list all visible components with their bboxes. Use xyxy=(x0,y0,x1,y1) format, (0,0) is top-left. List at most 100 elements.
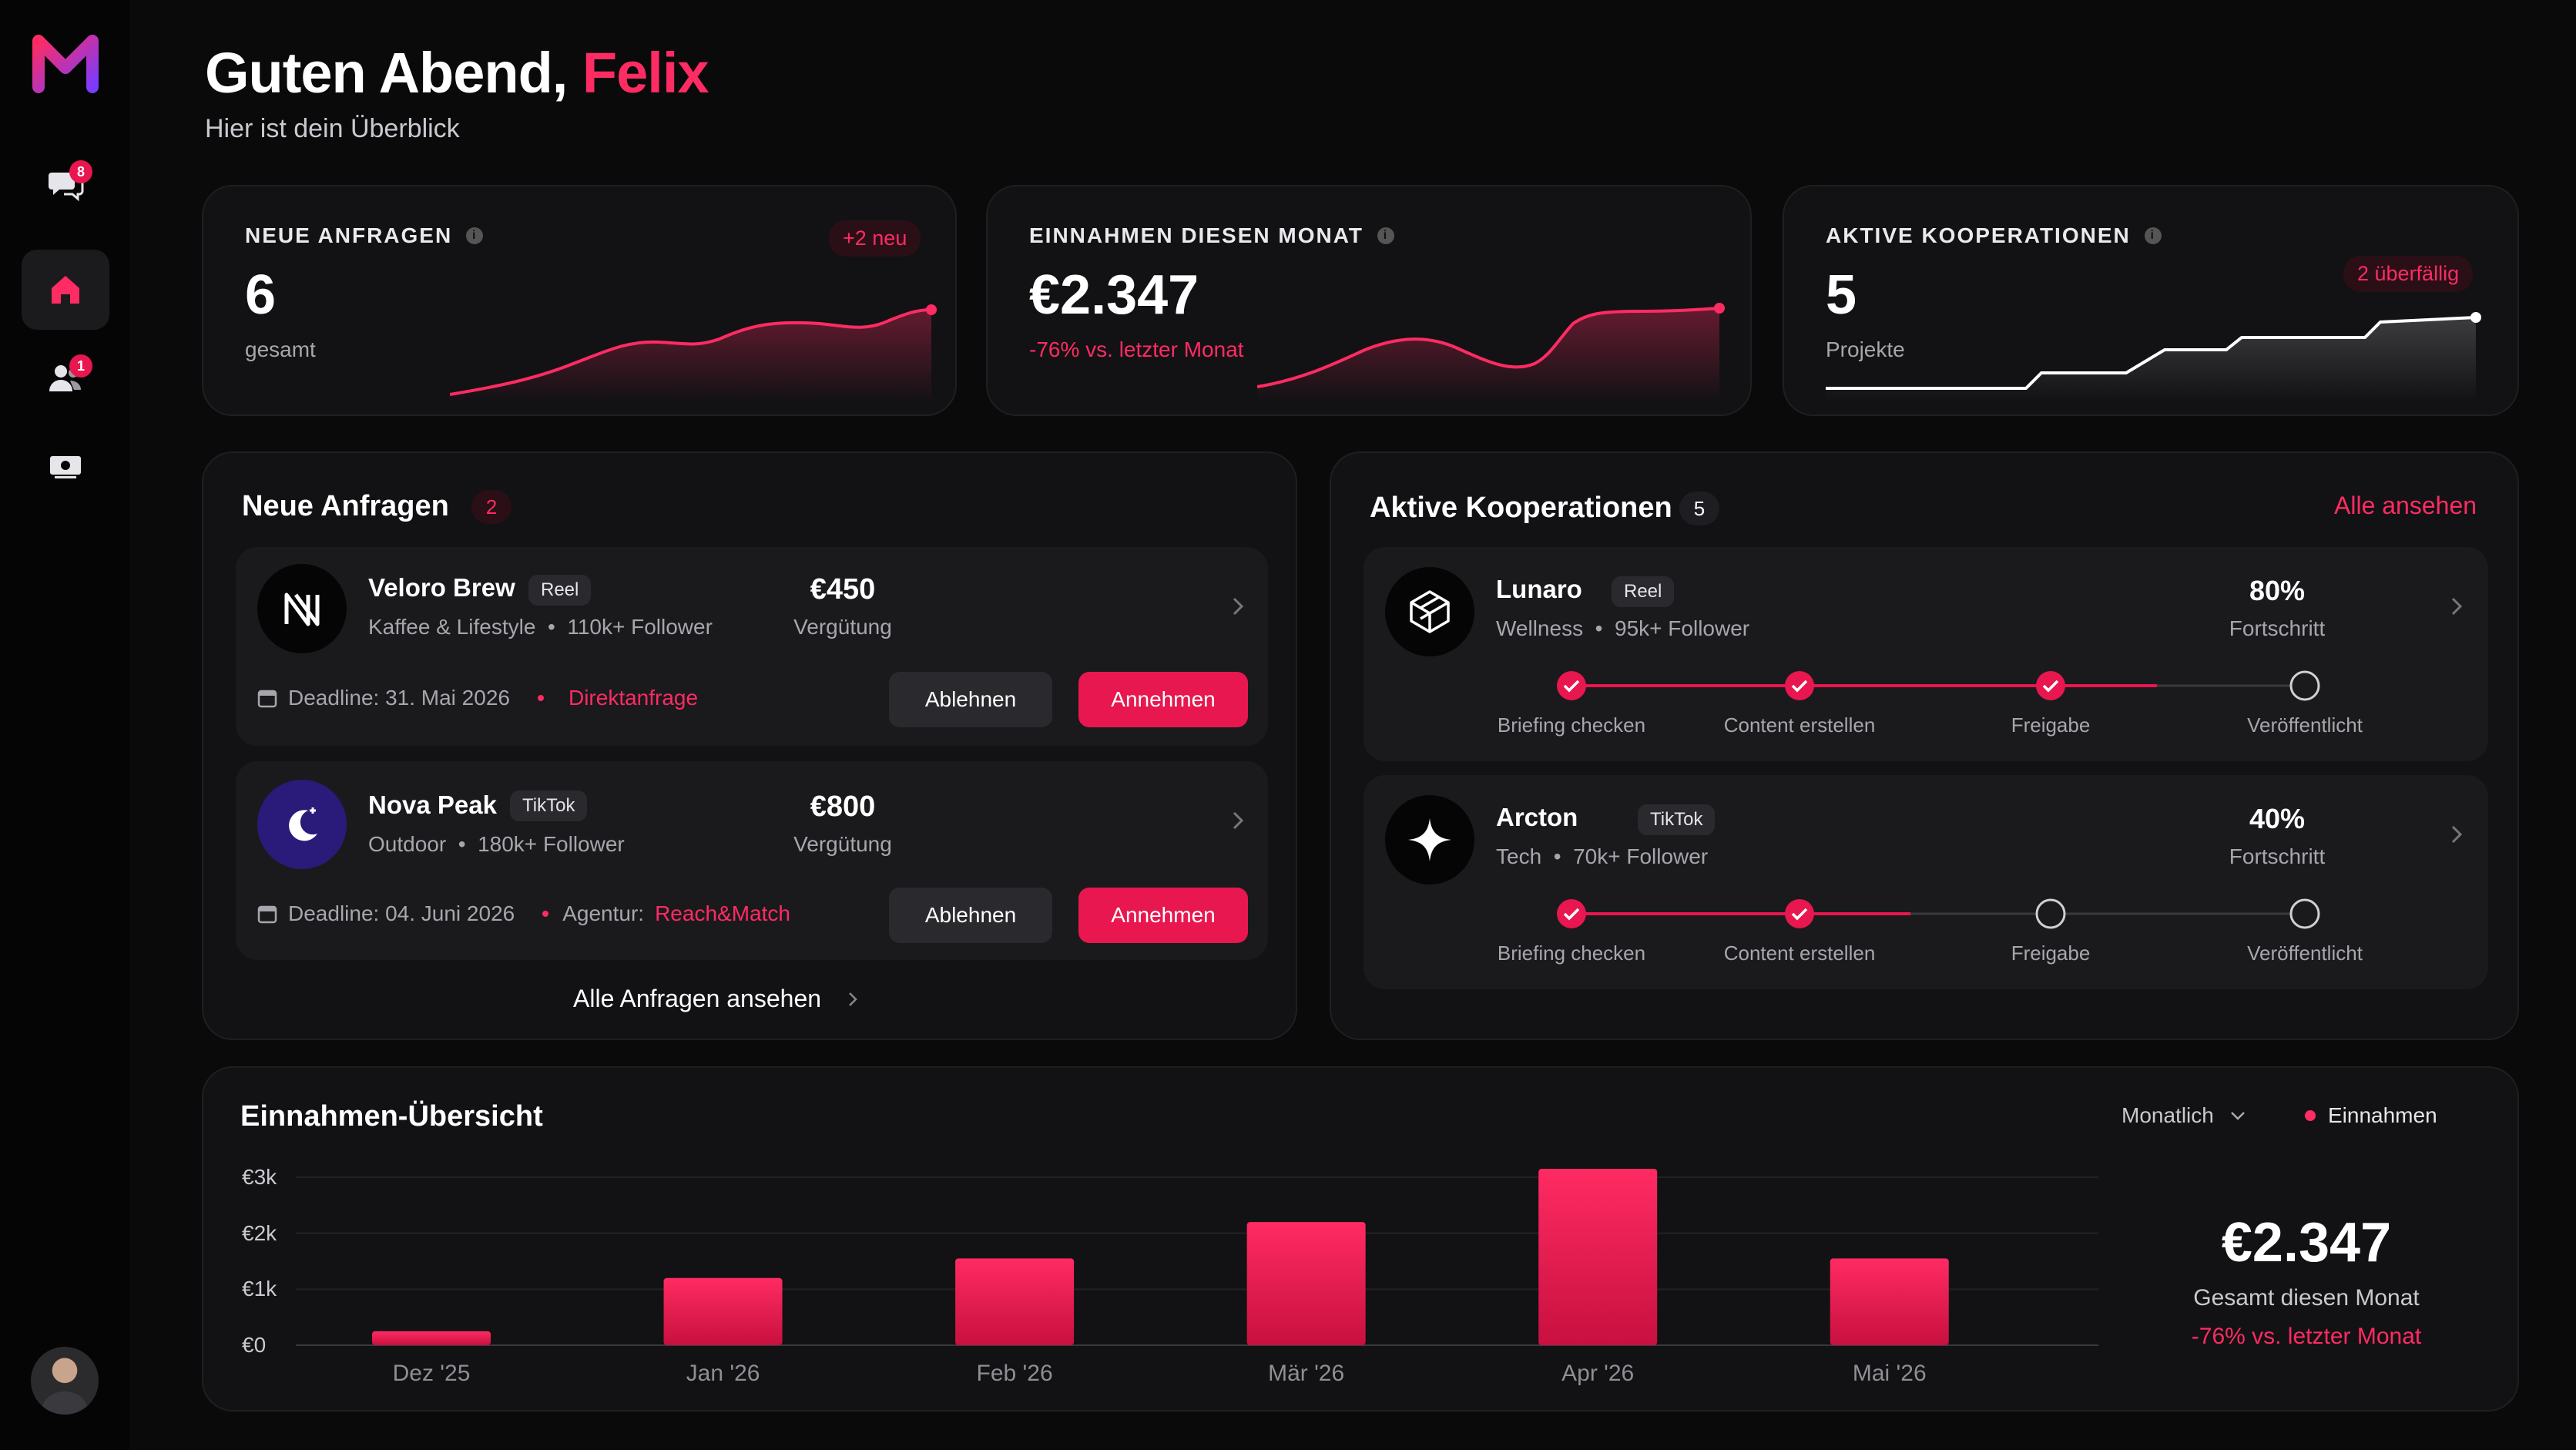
chevron-right-icon[interactable] xyxy=(1226,595,1249,618)
format-tag: Reel xyxy=(528,575,592,606)
step-done-icon xyxy=(1785,899,1814,928)
users-badge: 1 xyxy=(69,354,92,378)
price-label: Vergütung xyxy=(793,832,892,856)
calendar-icon xyxy=(257,905,277,924)
chevron-right-icon[interactable] xyxy=(2445,595,2468,618)
info-icon[interactable]: i xyxy=(1377,227,1394,244)
stat-sub: Projekte xyxy=(1826,337,1905,361)
user-avatar[interactable] xyxy=(31,1347,99,1415)
collab-item[interactable]: Arcton TikTok Tech • 70k+ Follower 40% F… xyxy=(1363,775,2488,989)
collabs-title: Aktive Kooperationen xyxy=(1370,492,1672,524)
step-label: Briefing checken xyxy=(1497,713,1646,737)
format-tag: TikTok xyxy=(510,790,588,821)
brand-meta: Outdoor • 180k+ Follower xyxy=(368,832,625,856)
deadline: Deadline: 31. Mai 2026 Direktanfrage xyxy=(257,686,698,710)
y-tick-label: €0 xyxy=(242,1333,267,1357)
step-label: Freigabe xyxy=(2011,713,2091,737)
chevron-down-icon xyxy=(2230,1112,2245,1120)
revenue-total-label: Gesamt diesen Monat xyxy=(2193,1285,2420,1311)
step-done-icon xyxy=(1785,671,1814,700)
progress-percent: 40% xyxy=(2249,803,2306,834)
progress-label: Fortschritt xyxy=(2229,844,2326,868)
progress-percent: 80% xyxy=(2249,575,2306,606)
info-icon[interactable]: i xyxy=(2144,227,2162,244)
stat-label: AKTIVE KOOPERATIONEN i xyxy=(1826,223,2162,248)
progress-tracker xyxy=(1557,898,2320,929)
sparkline-requests xyxy=(450,304,937,402)
bar-5[interactable] xyxy=(1830,1258,1949,1345)
request-source: Direktanfrage xyxy=(568,686,699,710)
price: €450 xyxy=(810,573,876,606)
bar-4[interactable] xyxy=(1538,1169,1658,1345)
format-tag: TikTok xyxy=(1638,804,1716,835)
brand-meta: Kaffee & Lifestyle • 110k+ Follower xyxy=(368,615,713,639)
brand-logo-lunaro xyxy=(1385,567,1474,656)
sidebar: 8 1 xyxy=(0,0,129,1450)
progress-label: Fortschritt xyxy=(2229,616,2326,640)
accept-button[interactable]: Annehmen xyxy=(1078,888,1248,943)
nav-earnings[interactable] xyxy=(22,425,109,505)
user-name: Felix xyxy=(582,41,709,105)
brand-meta: Tech • 70k+ Follower xyxy=(1496,844,1709,868)
revenue-total: €2.347 xyxy=(2221,1212,2392,1274)
nav-home[interactable] xyxy=(22,250,109,330)
nav-users[interactable]: 1 xyxy=(22,337,109,418)
chevron-right-icon[interactable] xyxy=(2445,823,2468,846)
step-done-icon xyxy=(2036,671,2065,700)
brand-name: Nova Peak xyxy=(368,790,497,819)
format-tag: Reel xyxy=(1612,576,1675,607)
decline-button[interactable]: Ablehnen xyxy=(889,888,1052,943)
brand-name: Veloro Brew xyxy=(368,573,515,602)
bar-1[interactable] xyxy=(663,1277,783,1345)
accept-button[interactable]: Annehmen xyxy=(1078,672,1248,727)
collab-item[interactable]: Lunaro Reel Wellness • 95k+ Follower 80%… xyxy=(1363,547,2488,761)
decline-button[interactable]: Ablehnen xyxy=(889,672,1052,727)
veloro-logo-icon xyxy=(284,592,320,626)
info-icon[interactable]: i xyxy=(466,227,484,244)
stat-sub: -76% vs. letzter Monat xyxy=(1029,337,1244,361)
bar-2[interactable] xyxy=(955,1258,1075,1345)
step-done-icon xyxy=(1557,899,1586,928)
new-badge: +2 neu xyxy=(829,220,921,257)
view-all-collabs-link[interactable]: Alle ansehen xyxy=(2334,492,2477,519)
chevron-right-icon[interactable] xyxy=(1226,809,1249,832)
step-open-icon xyxy=(2289,670,2320,701)
stat-card-collabs: AKTIVE KOOPERATIONEN i 2 überfällig 5 Pro… xyxy=(1783,185,2519,416)
nav-messages[interactable]: 8 xyxy=(22,143,109,223)
requests-title: Neue Anfragen xyxy=(242,490,449,522)
sparkle-icon xyxy=(1408,818,1451,861)
x-tick-label: Apr '26 xyxy=(1561,1361,1635,1386)
step-label: Content erstellen xyxy=(1723,713,1876,737)
money-icon xyxy=(50,456,81,478)
step-label: Veröffentlicht xyxy=(2247,713,2363,737)
collabs-card: Aktive Kooperationen 5 Alle ansehen Luna… xyxy=(1330,451,2519,1040)
request-item[interactable]: Veloro Brew Reel Kaffee & Lifestyle • 11… xyxy=(236,547,1268,746)
request-item[interactable]: Nova Peak TikTok Outdoor • 180k+ Followe… xyxy=(236,761,1268,960)
y-tick-label: €1k xyxy=(242,1277,277,1301)
y-tick-label: €3k xyxy=(242,1165,277,1189)
revenue-title: Einnahmen-Übersicht xyxy=(240,1100,543,1133)
step-done-icon xyxy=(1557,671,1586,700)
stat-label: EINNAHMEN DIESEN MONAT i xyxy=(1029,223,1394,248)
brand-name: Lunaro xyxy=(1496,575,1582,603)
home-icon xyxy=(52,276,79,304)
requests-card: Neue Anfragen 2 Veloro Brew Reel Kaffee … xyxy=(202,451,1297,1040)
revenue-bar-chart xyxy=(296,1169,2098,1346)
brand-logo-novapeak xyxy=(257,780,347,869)
period-dropdown[interactable]: Monatlich xyxy=(2122,1103,2246,1128)
cube-icon xyxy=(1410,590,1450,633)
requests-count: 2 xyxy=(471,490,512,524)
step-open-icon xyxy=(2289,898,2320,929)
brand-logo-arcton xyxy=(1385,795,1474,884)
step-label: Freigabe xyxy=(2011,941,2091,965)
calendar-icon xyxy=(257,690,277,708)
page-title: Guten Abend, Felix xyxy=(205,41,709,105)
step-open-icon xyxy=(2035,898,2066,929)
app-logo[interactable] xyxy=(31,29,100,99)
bar-0[interactable] xyxy=(372,1331,491,1345)
bar-3[interactable] xyxy=(1246,1222,1366,1345)
price-label: Vergütung xyxy=(793,615,892,639)
stat-label: NEUE ANFRAGEN i xyxy=(245,223,484,248)
view-all-requests-link[interactable]: Alle Anfragen ansehen xyxy=(573,985,861,1013)
revenue-card: Einnahmen-Übersicht Monatlich Einnahmen … xyxy=(202,1066,2519,1411)
